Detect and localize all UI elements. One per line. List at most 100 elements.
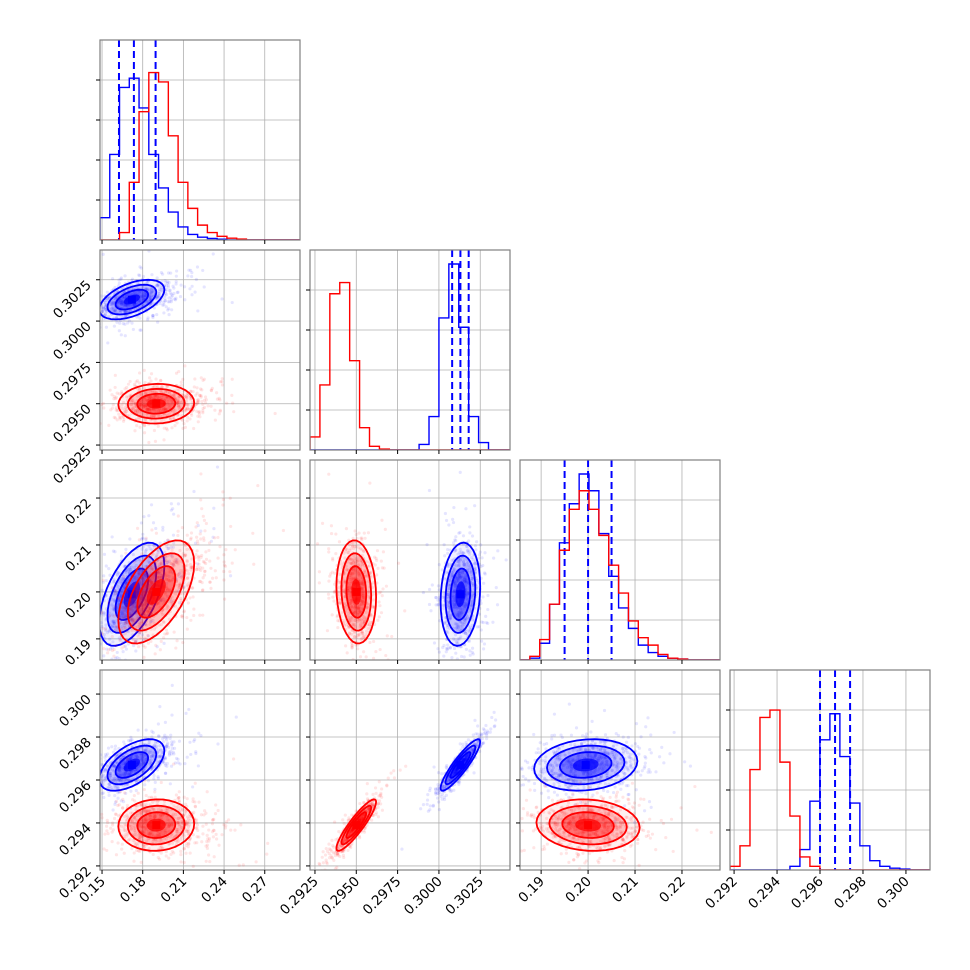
scatter-point [453,598,457,603]
scatter-point [353,529,357,533]
scatter-point [196,414,200,418]
scatter-point [112,397,116,401]
scatter-point [454,535,458,539]
scatter-point [150,567,154,571]
scatter-point [111,403,115,407]
scatter-point [453,584,457,588]
scatter-point [470,601,474,605]
scatter-point [121,301,125,305]
scatter-point [123,408,127,412]
scatter-point [470,623,474,627]
scatter-point [448,617,452,621]
scatter-point [361,594,365,598]
scatter-point [148,395,152,399]
scatter-point [102,654,106,658]
scatter-point [125,620,129,625]
scatter-point [457,531,461,535]
scatter-point [139,537,144,541]
scatter-point [180,383,184,387]
scatter-point [448,579,452,583]
scatter-point [102,795,106,800]
scatter-point [337,540,342,544]
scatter-point [349,598,353,602]
scatter-point [131,623,135,627]
scatter-point [201,566,205,570]
scatter-point [145,585,149,589]
scatter-point [440,568,444,572]
scatter-point [170,562,174,566]
scatter-point [151,315,155,320]
scatter-point [355,536,359,541]
scatter-point [100,402,104,407]
scatter-point [176,399,181,404]
scatter-point [155,385,160,389]
scatter-point [362,549,366,553]
scatter-point [158,755,163,759]
scatter-point [128,568,132,572]
scatter-point [213,408,217,412]
scatter-point [480,620,484,624]
scatter-point [166,560,170,564]
scatter-point [116,785,120,789]
scatter-point [166,283,171,287]
scatter-point [157,395,161,399]
scatter-point [190,557,194,561]
scatter-point [447,523,451,527]
scatter-point [359,618,363,622]
scatter-point [120,625,124,629]
scatter-point [170,577,174,582]
scatter-point [150,290,154,294]
scatter-point [143,636,147,640]
scatter-point [504,558,508,562]
scatter-point [343,556,347,560]
scatter-point [144,404,148,408]
scatter-point [172,740,176,744]
scatter-point [183,553,188,557]
scatter-point [96,633,99,636]
scatter-point [331,595,335,599]
scatter-point [357,612,361,616]
scatter-point [104,767,108,771]
scatter-point [151,604,155,608]
scatter-point [172,746,177,750]
scatter-point [356,559,360,563]
scatter-point [352,540,356,545]
scatter-point [104,298,109,303]
scatter-point [177,401,181,405]
scatter-point [185,406,190,410]
scatter-point [486,621,490,625]
scatter-point [157,291,161,296]
scatter-point [119,620,123,625]
scatter-point [483,551,487,555]
scatter-point [148,582,152,587]
scatter-point [197,567,201,571]
scatter-point [469,604,473,608]
scatter-point [110,613,115,617]
scatter-point [132,575,137,579]
scatter-point [152,754,156,758]
scatter-point [177,574,182,579]
scatter-point [158,748,163,752]
scatter-point [427,587,432,592]
scatter-point [156,551,160,555]
scatter-point [483,572,487,576]
scatter-point [135,379,140,383]
scatter-point [135,424,139,428]
scatter-point [94,311,97,314]
scatter-point [100,588,104,592]
scatter-point [342,620,346,624]
scatter-point [189,752,193,757]
scatter-point [141,566,145,570]
scatter-point [460,569,465,573]
scatter-point [103,778,107,782]
density-peak-blue [456,590,465,599]
scatter-point [160,573,165,577]
scatter-point [144,397,148,402]
scatter-point [150,735,154,739]
scatter-point [110,406,115,410]
scatter-point [181,615,185,619]
scatter-point [460,571,465,575]
scatter-point [186,407,190,411]
scatter-point [179,283,183,287]
